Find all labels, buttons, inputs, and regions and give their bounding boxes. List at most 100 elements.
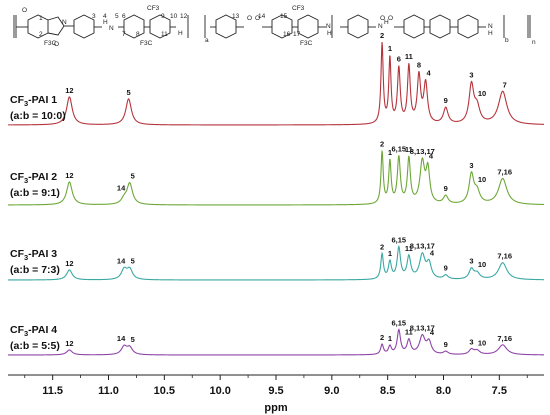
peak-label: 2 bbox=[380, 31, 384, 40]
sample-name-main: CF bbox=[10, 94, 25, 106]
structure-atom-h1: H bbox=[103, 19, 108, 26]
peak-label: 7,16 bbox=[497, 252, 512, 261]
peak-label: 10 bbox=[478, 175, 486, 184]
sample-ratio: (a:b = 10:0) bbox=[10, 110, 66, 122]
peak-label: 12 bbox=[65, 171, 73, 180]
peak-label: 7 bbox=[503, 80, 507, 89]
sample-ratio: (a:b = 9:1) bbox=[10, 187, 60, 199]
peak-label: 3 bbox=[469, 161, 473, 170]
sample-name-sub: 3 bbox=[24, 176, 28, 185]
structure-group-cf3-4: CF3 bbox=[292, 5, 305, 12]
structure-group-cf3-5: F3C bbox=[300, 40, 313, 47]
peak-label: 10 bbox=[478, 339, 486, 348]
structure-atom-n5: N bbox=[488, 23, 493, 30]
spectrum-3: CF3-PAI 3(a:b = 7:3)12 14 5216,15118,13,17… bbox=[8, 235, 544, 281]
x-tick-label: 9.0 bbox=[324, 385, 339, 397]
sample-name-sub: 3 bbox=[24, 99, 28, 108]
sample-name-main: CF bbox=[10, 171, 25, 183]
spectrum-trace bbox=[8, 150, 545, 206]
structure-subscript-a: a bbox=[205, 37, 209, 44]
sample-name-main: CF bbox=[10, 324, 25, 336]
peak-label: 7,16 bbox=[497, 167, 512, 176]
structure-num-6: 6 bbox=[122, 13, 126, 20]
structure-num-17: 17 bbox=[293, 31, 301, 38]
peak-label: 6,15 bbox=[391, 144, 406, 153]
sample-name-rest: -PAI 2 bbox=[28, 171, 57, 183]
x-tick-label: 8.0 bbox=[436, 385, 451, 397]
x-tick-label: 8.5 bbox=[380, 385, 395, 397]
peak-label: 2 bbox=[380, 242, 384, 251]
peak-label: 12 bbox=[65, 86, 73, 95]
peak-label: 5 bbox=[131, 256, 135, 265]
peak-label: 2 bbox=[380, 333, 384, 342]
sample-name: CF3-PAI 1 bbox=[10, 94, 57, 108]
structure-atom-h2: H bbox=[178, 30, 183, 37]
peak-label: 3 bbox=[469, 338, 473, 347]
peak-label: 14 bbox=[117, 183, 126, 192]
structure-subscript-b: b bbox=[505, 37, 509, 44]
peak-label: 5 bbox=[131, 335, 135, 344]
structure-atom-n3: N bbox=[326, 23, 331, 30]
x-tick-label: 11.0 bbox=[98, 385, 119, 397]
peak-label: 6,15 bbox=[391, 318, 406, 327]
structure-num-14: 14 bbox=[258, 13, 266, 20]
peak-label: 2 bbox=[380, 140, 384, 149]
sample-name-sub: 3 bbox=[24, 329, 28, 338]
x-axis-ticks: 11.5 11.0 10.5 10.0 9.5 9.0 8.5 8.0 7.5 bbox=[24, 375, 528, 397]
structure-num-7: 7 bbox=[122, 31, 126, 38]
sample-name: CF3-PAI 2 bbox=[10, 171, 57, 185]
x-axis: 11.5 11.0 10.5 10.0 9.5 9.0 8.5 8.0 7.5 ppm bbox=[8, 374, 544, 414]
structure-num-15: 15 bbox=[280, 13, 288, 20]
sample-name: CF3-PAI 3 bbox=[10, 248, 57, 262]
spectrum-trace bbox=[8, 41, 545, 126]
peak-label: 9 bbox=[444, 340, 448, 349]
structure-atom-n4: N bbox=[378, 23, 383, 30]
structure-group-cf3-2: CF3 bbox=[147, 5, 160, 12]
structure-atom-h4: H bbox=[384, 19, 389, 26]
peak-label: 9 bbox=[444, 184, 448, 193]
peak-label: 6 bbox=[397, 55, 401, 64]
sample-name-main: CF bbox=[10, 248, 25, 260]
structure-text: O O N H N H O O H N N H O O H N 1 2 3 4 … bbox=[22, 5, 536, 48]
peak-label: 11 bbox=[405, 328, 413, 337]
sample-name-sub: 3 bbox=[24, 253, 28, 262]
peak-label: 8,13,17 bbox=[410, 147, 435, 156]
structure-num-4: 4 bbox=[103, 13, 107, 20]
structure-num-1: 1 bbox=[39, 15, 43, 22]
peak-label: 4 bbox=[429, 152, 434, 161]
peak-label: 14 bbox=[117, 334, 126, 343]
peak-label: 12 bbox=[65, 339, 73, 348]
sample-name: CF3-PAI 4 bbox=[10, 324, 57, 338]
peak-label: 9 bbox=[444, 264, 448, 273]
peak-label: 11 bbox=[405, 145, 413, 154]
peak-label: 9 bbox=[444, 96, 448, 105]
peak-label: 3 bbox=[469, 71, 473, 80]
peak-label: 1 bbox=[388, 249, 392, 258]
structure-atom-o3: O bbox=[247, 15, 252, 22]
peak-label: 5 bbox=[127, 88, 131, 97]
peak-label: 1 bbox=[388, 334, 392, 343]
peak-label: 3 bbox=[469, 257, 473, 266]
structure-num-11: 11 bbox=[161, 31, 168, 38]
sample-name-rest: -PAI 1 bbox=[28, 94, 57, 106]
structure-group-cf3-3: F3C bbox=[140, 40, 153, 47]
structure-atom-o4: O bbox=[255, 15, 260, 22]
structure-num-16: 16 bbox=[283, 31, 291, 38]
structure-atom-n1: N bbox=[62, 19, 67, 26]
sample-ratio: (a:b = 7:3) bbox=[10, 264, 60, 276]
peak-label: 8,13,17 bbox=[410, 242, 435, 251]
structure-num-9: 9 bbox=[161, 13, 165, 20]
structure-num-3: 3 bbox=[92, 13, 96, 20]
sample-ratio: (a:b = 5:5) bbox=[10, 340, 60, 352]
peak-label: 11 bbox=[405, 244, 413, 253]
x-tick-label: 10.5 bbox=[154, 385, 175, 397]
structure-num-10: 10 bbox=[170, 13, 178, 20]
sample-name-rest: -PAI 3 bbox=[28, 248, 57, 260]
structure-num-8: 8 bbox=[136, 31, 140, 38]
x-tick-label: 7.5 bbox=[492, 385, 507, 397]
peak-label: 7,16 bbox=[497, 334, 512, 343]
